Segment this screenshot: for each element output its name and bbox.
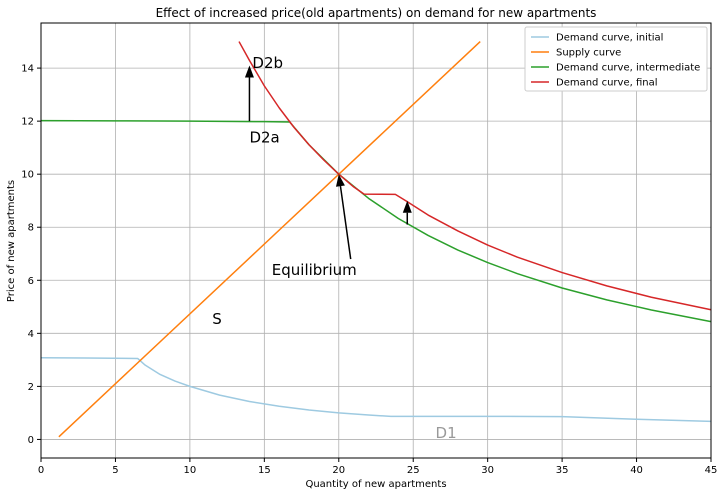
x-tick-label: 40 bbox=[630, 465, 643, 476]
legend-entry: Demand curve, final bbox=[531, 78, 658, 89]
legend-label: Supply curve bbox=[556, 48, 621, 59]
x-axis-label: Quantity of new apartments bbox=[305, 479, 446, 490]
plot-frame bbox=[40, 22, 712, 459]
legend-label: Demand curve, initial bbox=[556, 33, 663, 44]
y-tick-label: 0 bbox=[28, 435, 34, 446]
series-line-demand-curve-intermediate bbox=[40, 119, 712, 323]
y-tick-label: 14 bbox=[21, 64, 34, 75]
series-line-supply-curve bbox=[58, 41, 481, 438]
d2-shift-arrow bbox=[244, 65, 254, 122]
x-tick-label: 10 bbox=[184, 465, 197, 476]
annotation-d1: D1 bbox=[436, 424, 457, 442]
legend-frame bbox=[524, 26, 708, 92]
equilibrium-arrow bbox=[335, 174, 352, 260]
series-line-demand-curve-final bbox=[238, 41, 712, 311]
x-tick-label: 30 bbox=[481, 465, 494, 476]
y-tick-label: 4 bbox=[28, 329, 34, 340]
annotation-equilibrium: Equilibrium bbox=[272, 261, 357, 279]
x-tick-label: 15 bbox=[258, 465, 271, 476]
legend-entry: Demand curve, intermediate bbox=[531, 63, 700, 74]
y-tick-label: 2 bbox=[28, 382, 34, 393]
legend-entry: Supply curve bbox=[531, 48, 621, 59]
y-axis-label: Price of new apartments bbox=[6, 180, 17, 302]
series-line-demand-curve-initial bbox=[40, 356, 712, 423]
annotation-s: S bbox=[212, 310, 222, 328]
legend: Demand curve, initial Supply curve Demand … bbox=[524, 26, 708, 92]
legend-entry: Demand curve, initial bbox=[531, 33, 663, 44]
annotation-d2a: D2a bbox=[249, 128, 279, 146]
final-shift-arrow bbox=[402, 200, 412, 225]
chart-title: Effect of increased price(old apartments… bbox=[156, 6, 597, 20]
legend-label: Demand curve, final bbox=[556, 78, 658, 89]
annotation-layer: D2b D2a Equilibrium S D1 bbox=[212, 54, 456, 442]
x-tick-label: 20 bbox=[332, 465, 345, 476]
annotation-d2b: D2b bbox=[252, 54, 283, 72]
x-tick-label: 5 bbox=[112, 465, 118, 476]
y-tick-label: 8 bbox=[28, 223, 34, 234]
x-tick-label: 35 bbox=[556, 465, 569, 476]
y-tick-label: 12 bbox=[21, 117, 34, 128]
arrow-layer bbox=[244, 65, 412, 260]
tick-layer: 0 5 10 15 20 25 30 35 40 45 0 2 4 6 8 10 12 14 bbox=[21, 64, 717, 476]
y-tick-label: 10 bbox=[21, 170, 34, 181]
legend-label: Demand curve, intermediate bbox=[556, 63, 700, 74]
series-layer bbox=[40, 41, 712, 438]
x-tick-label: 45 bbox=[705, 465, 718, 476]
x-tick-label: 0 bbox=[38, 465, 44, 476]
y-tick-label: 6 bbox=[28, 276, 34, 287]
x-tick-label: 25 bbox=[407, 465, 420, 476]
